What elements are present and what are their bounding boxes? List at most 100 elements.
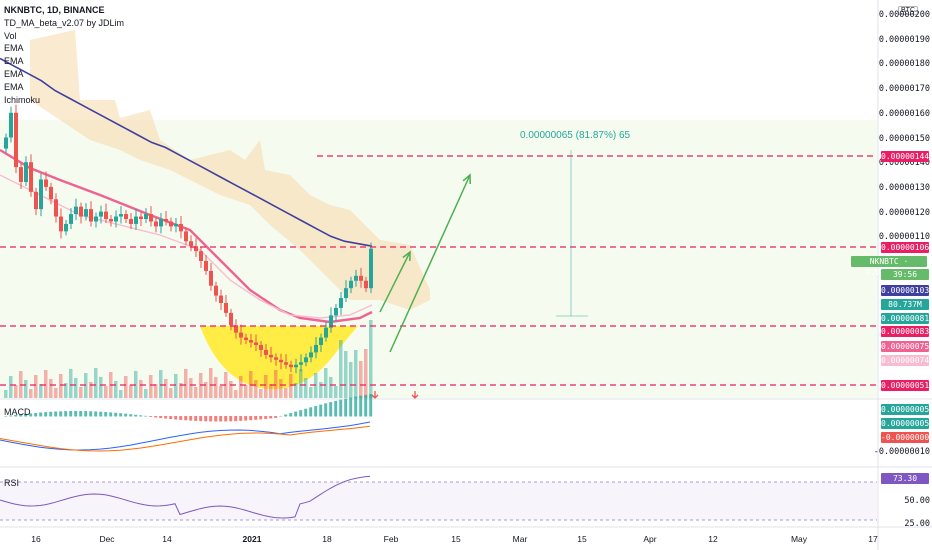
macd-histogram-bar <box>359 395 363 417</box>
candle-body <box>279 359 283 363</box>
macd-histogram-bar <box>364 394 368 417</box>
candle-body <box>69 214 73 224</box>
macd-histogram-bar <box>119 413 123 417</box>
time-axis-label: 17 <box>868 534 878 544</box>
volume-bar <box>354 350 358 398</box>
legend-item[interactable]: EMA <box>4 56 24 67</box>
rsi-line <box>0 475 371 519</box>
price-axis-label: 0.00000120 <box>878 207 930 218</box>
volume-bar <box>29 389 33 398</box>
candle-body <box>74 206 78 215</box>
legend-item[interactable]: TD_MA_beta_v2.07 by JDLim <box>4 17 125 28</box>
macd-histogram-bar <box>164 416 168 419</box>
candle-body <box>249 340 253 343</box>
macd-histogram-bar <box>94 411 98 417</box>
candle-body <box>224 302 228 313</box>
volume-bar <box>264 375 268 398</box>
volume-bar <box>149 375 153 398</box>
macd-histogram-bar <box>144 415 148 417</box>
candle-body <box>189 241 193 247</box>
macd-signal-line <box>0 425 371 452</box>
ema-light-line <box>0 174 373 319</box>
volume-bar <box>9 376 13 398</box>
price-tag: 0.00000081 <box>881 313 930 324</box>
volume-bar <box>164 379 168 398</box>
candle-body <box>99 211 103 217</box>
volume-bar <box>359 361 363 398</box>
time-axis-label: 15 <box>577 534 587 544</box>
macd-histogram-bar <box>294 411 298 417</box>
macd-pane-label[interactable]: MACD <box>4 407 31 417</box>
volume-bar <box>339 340 343 398</box>
time-axis-label: 16 <box>31 534 41 544</box>
candle-body <box>274 357 278 360</box>
volume-bar <box>54 388 58 398</box>
macd-histogram-bar <box>259 416 263 420</box>
time-axis-label: May <box>790 534 808 544</box>
candle-body <box>4 137 8 149</box>
volume-bar <box>269 384 273 398</box>
macd-histogram-bar <box>84 411 88 417</box>
candle-body <box>164 219 168 222</box>
candle-body <box>299 362 303 365</box>
candle-body <box>89 209 93 222</box>
ema-navy-line <box>0 57 373 247</box>
legend-item[interactable]: EMA <box>4 68 24 79</box>
currency-badge[interactable]: BTC <box>898 6 918 15</box>
candle-body <box>254 342 258 345</box>
macd-histogram-bar <box>354 396 358 417</box>
macd-histogram-bar <box>19 414 23 417</box>
candle-body <box>59 216 63 232</box>
projection-arrowhead <box>402 250 411 262</box>
time-axis-label: 14 <box>162 534 172 544</box>
candle-body <box>154 221 158 227</box>
volume-bar <box>294 383 298 398</box>
projection-arrow <box>379 251 411 313</box>
volume-bar <box>94 368 98 398</box>
macd-histogram-bar <box>339 399 343 417</box>
legend-item[interactable]: EMA <box>4 43 24 54</box>
macd-histogram-bar <box>49 411 53 417</box>
volume-bar <box>49 379 53 398</box>
volume-bar <box>59 374 63 398</box>
green-zone <box>0 120 877 398</box>
rsi-pane-label[interactable]: RSI <box>4 478 20 488</box>
volume-bar <box>349 362 353 398</box>
volume-bar <box>169 388 173 398</box>
macd-histogram-bar <box>289 413 293 417</box>
volume-bar <box>39 384 43 398</box>
candle-body <box>314 344 318 353</box>
macd-histogram-bar <box>264 416 268 419</box>
price-tag: 0.00000051 <box>881 380 930 391</box>
macd-histogram-bar <box>319 404 323 417</box>
candle-body <box>219 295 223 303</box>
macd-histogram-bar <box>124 413 128 417</box>
candle-body <box>209 270 213 286</box>
volume-bar <box>289 374 293 398</box>
volume-bar <box>329 377 333 398</box>
volume-bar <box>124 376 128 398</box>
volume-bar <box>299 369 303 398</box>
legend-item[interactable]: EMA <box>4 81 24 92</box>
candle-body <box>129 219 133 224</box>
macd-histogram-bar <box>304 408 308 417</box>
legend-item[interactable]: Ichimoku <box>4 94 41 105</box>
macd-histogram-bar <box>249 416 253 421</box>
volume-bar <box>324 368 328 398</box>
candle-body <box>359 275 363 281</box>
volume-bar <box>244 385 248 398</box>
legend-item[interactable]: Vol <box>4 30 17 41</box>
time-axis-label: 2021 <box>242 534 262 544</box>
candle-body <box>354 275 358 281</box>
legend-title[interactable]: NKNBTC, 1D, BINANCE <box>4 5 105 15</box>
volume-bar <box>369 320 373 398</box>
candle-body <box>304 357 308 363</box>
cup-pattern <box>200 326 358 390</box>
macd-histogram-bar <box>109 412 113 417</box>
macd-histogram-bar <box>9 415 13 417</box>
volume-bar <box>159 370 163 398</box>
time-axis-label: Dec <box>99 534 115 544</box>
candle-body <box>174 223 178 227</box>
